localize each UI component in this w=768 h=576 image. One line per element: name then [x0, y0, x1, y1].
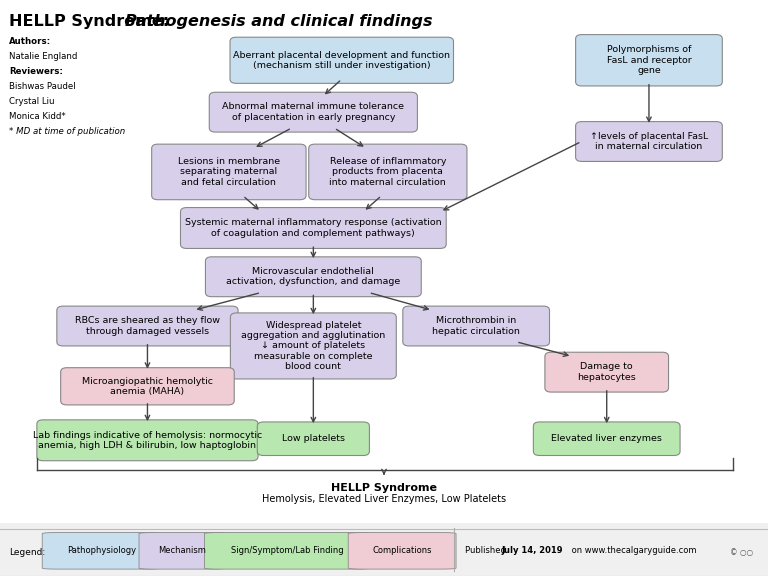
Text: Reviewers:: Reviewers: — [9, 67, 63, 77]
Text: Mechanism: Mechanism — [158, 546, 207, 555]
Text: Crystal Liu: Crystal Liu — [9, 97, 55, 107]
FancyBboxPatch shape — [205, 257, 421, 297]
Text: Hemolysis, Elevated Liver Enzymes, Low Platelets: Hemolysis, Elevated Liver Enzymes, Low P… — [262, 494, 506, 504]
FancyBboxPatch shape — [151, 144, 306, 200]
Text: HELLP Syndrome: HELLP Syndrome — [331, 483, 437, 493]
FancyBboxPatch shape — [348, 533, 456, 569]
FancyBboxPatch shape — [42, 533, 161, 569]
FancyBboxPatch shape — [230, 37, 453, 84]
Text: Published: Published — [465, 546, 508, 555]
Text: Lesions in membrane
separating maternal
and fetal circulation: Lesions in membrane separating maternal … — [178, 157, 280, 187]
Text: Widespread platelet
aggregation and agglutination
↓ amount of platelets
measurab: Widespread platelet aggregation and aggl… — [241, 321, 386, 372]
FancyBboxPatch shape — [37, 420, 258, 461]
Text: Polymorphisms of
FasL and receptor
gene: Polymorphisms of FasL and receptor gene — [607, 46, 691, 75]
FancyBboxPatch shape — [545, 353, 668, 392]
Text: Systemic maternal inflammatory response (activation
of coagulation and complemen: Systemic maternal inflammatory response … — [185, 218, 442, 238]
Text: Microthrombin in
hepatic circulation: Microthrombin in hepatic circulation — [432, 316, 520, 336]
Text: Low platelets: Low platelets — [282, 434, 345, 443]
Text: July 14, 2019: July 14, 2019 — [502, 546, 563, 555]
Text: Sign/Symptom/Lab Finding: Sign/Symptom/Lab Finding — [230, 546, 343, 555]
Text: Abnormal maternal immune tolerance
of placentation in early pregnancy: Abnormal maternal immune tolerance of pl… — [223, 103, 404, 122]
Text: on www.thecalgaryguide.com: on www.thecalgaryguide.com — [569, 546, 697, 555]
FancyBboxPatch shape — [533, 422, 680, 456]
Text: Aberrant placental development and function
(mechanism still under investigation: Aberrant placental development and funct… — [233, 51, 450, 70]
FancyBboxPatch shape — [57, 306, 238, 346]
FancyBboxPatch shape — [576, 35, 722, 86]
FancyBboxPatch shape — [309, 144, 467, 200]
Text: Monica Kidd*: Monica Kidd* — [9, 112, 66, 122]
FancyBboxPatch shape — [180, 207, 446, 248]
Text: Legend:: Legend: — [9, 548, 45, 556]
FancyBboxPatch shape — [257, 422, 369, 456]
FancyBboxPatch shape — [230, 313, 396, 379]
Text: © ○○: © ○○ — [730, 548, 753, 556]
Text: Damage to
hepatocytes: Damage to hepatocytes — [578, 362, 636, 382]
FancyBboxPatch shape — [204, 533, 369, 569]
Text: Elevated liver enzymes: Elevated liver enzymes — [551, 434, 662, 443]
Text: Lab findings indicative of hemolysis: normocytic
anemia, high LDH & bilirubin, l: Lab findings indicative of hemolysis: no… — [33, 431, 262, 450]
Text: Pathophysiology: Pathophysiology — [67, 546, 136, 555]
FancyBboxPatch shape — [402, 306, 550, 346]
Text: Authors:: Authors: — [9, 37, 51, 47]
Text: RBCs are sheared as they flow
through damaged vessels: RBCs are sheared as they flow through da… — [75, 316, 220, 336]
FancyBboxPatch shape — [209, 92, 418, 132]
Text: Natalie England: Natalie England — [9, 52, 78, 62]
FancyBboxPatch shape — [61, 367, 234, 405]
FancyBboxPatch shape — [576, 122, 722, 161]
Text: Bishwas Paudel: Bishwas Paudel — [9, 82, 76, 92]
Text: Complications: Complications — [372, 546, 432, 555]
Text: Pathogenesis and clinical findings: Pathogenesis and clinical findings — [125, 14, 432, 29]
Text: * MD at time of publication: * MD at time of publication — [9, 127, 125, 137]
Text: ↑levels of placental FasL
in maternal circulation: ↑levels of placental FasL in maternal ci… — [590, 132, 708, 151]
Text: Microvascular endothelial
activation, dysfunction, and damage: Microvascular endothelial activation, dy… — [227, 267, 400, 286]
FancyBboxPatch shape — [139, 533, 226, 569]
Text: HELLP Syndrome:: HELLP Syndrome: — [9, 14, 175, 29]
Text: Release of inflammatory
products from placenta
into maternal circulation: Release of inflammatory products from pl… — [329, 157, 446, 187]
Text: Microangiopathic hemolytic
anemia (MAHA): Microangiopathic hemolytic anemia (MAHA) — [82, 377, 213, 396]
FancyBboxPatch shape — [0, 523, 768, 576]
